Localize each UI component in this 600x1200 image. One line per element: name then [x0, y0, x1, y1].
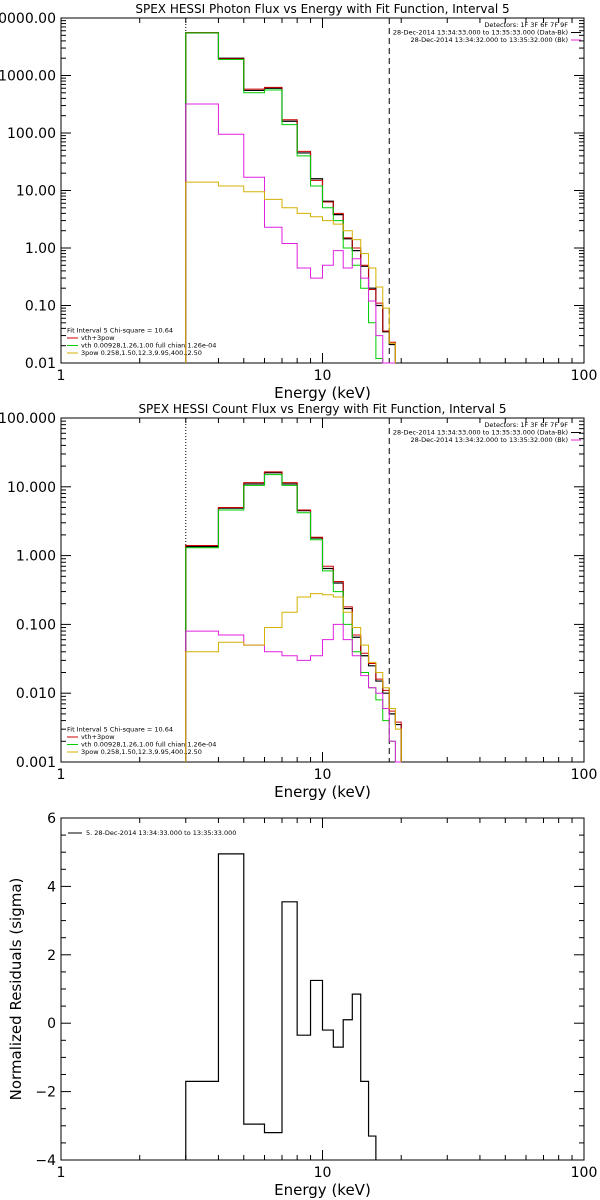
legend-entry: Detectors: 1F 3F 6F 7F 9F: [484, 21, 568, 29]
x-tick-label: 10: [314, 1165, 332, 1181]
x-axis-label: Energy (keV): [274, 384, 371, 402]
series-line: [185, 593, 402, 762]
legend-entry: 28-Dec-2014 13:34:32.000 to 13:35:32.000…: [411, 436, 569, 444]
y-tick-label: 0.010: [16, 686, 56, 702]
y-tick-label: 1000.00: [0, 69, 56, 85]
y-tick-label: −4: [35, 1153, 56, 1169]
y-tick-label: 0.001: [16, 755, 56, 771]
y-tick-label: 1.00: [25, 241, 56, 257]
series-line: [185, 853, 377, 1160]
legend-entry: Detectors: 1F 3F 6F 7F 9F: [484, 421, 568, 429]
chart-title: SPEX HESSI Count Flux vs Energy with Fit…: [138, 402, 506, 416]
legend-entry: Fit Interval 5 Chi-square = 10.64: [67, 726, 173, 734]
legend-entry: vth 0.00928,1.26,1.00 full chian 1.26e-0…: [81, 342, 216, 350]
legend-entry: 3pow 0.258,1.50,12.3,9.95,400.,2.50: [81, 349, 202, 357]
y-axis-label: Normalized Residuals (sigma): [7, 878, 25, 1101]
series-line: [185, 471, 402, 762]
series-line: [185, 32, 396, 364]
y-tick-label: 0.100: [16, 617, 56, 633]
chart-title: SPEX HESSI Photon Flux vs Energy with Fi…: [135, 2, 509, 16]
legend-entry: vth+3pow: [81, 334, 115, 342]
legend-entry: Fit Interval 5 Chi-square = 10.64: [67, 327, 173, 335]
x-tick-label: 100: [571, 1165, 598, 1181]
y-tick-label: 0.10: [25, 299, 56, 315]
x-axis-label: Energy (keV): [274, 783, 371, 801]
x-axis-label: Energy (keV): [274, 1181, 371, 1199]
legend-entry: 28-Dec-2014 13:34:33.000 to 13:35:33.000…: [393, 29, 568, 37]
series-line: [185, 103, 396, 364]
y-tick-label: 6: [47, 811, 56, 827]
y-tick-label: 2: [47, 948, 56, 964]
series-line: [185, 181, 396, 363]
photon-flux-panel: SPEX HESSI Photon Flux vs Energy with Fi…: [0, 2, 597, 402]
legend-entry: 28-Dec-2014 13:34:33.000 to 13:35:33.000…: [393, 429, 568, 437]
series-line: [185, 472, 402, 762]
y-tick-label: 10000.00: [0, 11, 56, 27]
x-tick-label: 1: [57, 767, 66, 783]
legend-entry: 5. 28-Dec-2014 13:34:33.000 to 13:35:33.…: [86, 829, 236, 837]
y-tick-label: 1.000: [16, 549, 56, 565]
series-line: [185, 474, 402, 763]
legend-entry: vth+3pow: [81, 733, 115, 741]
y-tick-label: 100.00: [7, 126, 56, 142]
y-tick-label: 10.000: [7, 480, 56, 496]
count-flux-panel: SPEX HESSI Count Flux vs Energy with Fit…: [0, 402, 597, 801]
plot-frame: [60, 417, 585, 763]
y-tick-label: 0: [47, 1016, 56, 1032]
y-tick-label: 4: [47, 879, 56, 895]
series-line: [185, 31, 396, 363]
x-tick-label: 10: [314, 368, 332, 384]
x-tick-label: 100: [571, 767, 598, 783]
x-tick-label: 1: [57, 1165, 66, 1181]
y-tick-label: 0.01: [25, 356, 56, 372]
x-tick-label: 10: [314, 767, 332, 783]
legend-entry: 3pow 0.258,1.50,12.3,9.95,400.,2.50: [81, 748, 202, 756]
y-tick-label: −2: [35, 1085, 56, 1101]
legend-entry: 28-Dec-2014 13:34:32.000 to 13:35:32.000…: [411, 36, 569, 44]
x-tick-label: 1: [57, 368, 66, 384]
y-tick-label: 100.000: [0, 411, 56, 427]
legend-entry: vth 0.00928,1.26,1.00 full chian 1.26e-0…: [81, 741, 216, 749]
x-tick-label: 100: [571, 368, 598, 384]
residuals-panel: 1 10 100 Energy (keV) −4 −2 0 2 4 6 Normalized Res…: [7, 811, 597, 1199]
series-line: [185, 32, 396, 363]
y-tick-label: 10.00: [16, 184, 56, 200]
